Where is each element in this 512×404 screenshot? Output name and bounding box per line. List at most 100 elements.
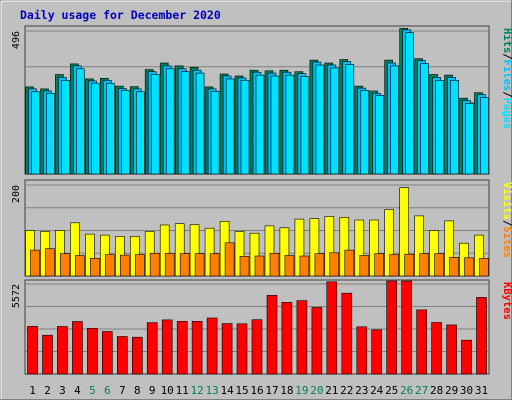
x-tick-11: 11	[176, 384, 189, 397]
bar-visits-12	[189, 224, 200, 277]
bar-pages-16	[255, 74, 265, 175]
y-max-label: 5572	[11, 284, 22, 308]
bar-sites-15	[239, 256, 250, 277]
x-tick-5: 5	[89, 384, 96, 397]
bar-kbytes-16	[251, 319, 263, 375]
bar-pages-1	[31, 91, 40, 175]
bar-sites-25	[389, 254, 400, 277]
bar-visits-22	[339, 217, 350, 277]
bar-sites-21	[329, 252, 340, 277]
bar-pages-23	[360, 90, 370, 175]
bar-visits-29	[444, 220, 454, 277]
bar-sites-6	[105, 254, 115, 277]
bar-pages-3	[61, 80, 70, 175]
bar-kbytes-20	[311, 307, 323, 375]
bar-pages-8	[136, 91, 145, 175]
panel-1: 496 Hits/Files/Pages	[11, 25, 512, 175]
bar-pages-19	[300, 76, 310, 175]
bar-kbytes-26	[401, 280, 413, 375]
x-tick-15: 15	[235, 384, 248, 397]
bar-pages-31	[480, 97, 489, 175]
bar-kbytes-7	[117, 336, 128, 375]
bar-kbytes-25	[386, 280, 398, 375]
bar-kbytes-1	[27, 326, 38, 375]
x-tick-24: 24	[370, 384, 384, 397]
x-tick-12: 12	[190, 384, 203, 397]
bar-pages-25	[390, 65, 400, 175]
bar-sites-4	[75, 255, 85, 277]
bar-visits-21	[324, 216, 335, 277]
bar-sites-31	[479, 257, 489, 277]
x-tick-30: 30	[460, 384, 473, 397]
legend-sites: Sites	[501, 226, 512, 258]
legend-separator: /	[501, 220, 512, 226]
chart-title: Daily usage for December 2020	[20, 8, 221, 22]
bar-kbytes-23	[356, 326, 368, 375]
x-tick-29: 29	[445, 384, 458, 397]
bar-visits-10	[159, 224, 170, 277]
bar-pages-26	[405, 32, 415, 175]
bar-kbytes-22	[341, 292, 353, 375]
bar-visits-4	[70, 222, 80, 277]
x-tick-labels: 1 2 3 4 5 6 7 8 9 10 11 12 13 14 15 16 17 18 19 20 21 22 23 24 2…	[29, 384, 488, 397]
legend-pages: Pages	[501, 98, 512, 130]
bar-visits-25	[384, 209, 395, 277]
x-tick-13: 13	[205, 384, 218, 397]
bar-visits-28	[429, 230, 439, 277]
x-tick-9: 9	[149, 384, 156, 397]
x-tick-4: 4	[74, 384, 81, 397]
bar-sites-24	[374, 253, 385, 277]
panel-legend: KBytes	[501, 282, 512, 320]
bar-kbytes-10	[161, 319, 173, 375]
bar-sites-10	[164, 253, 175, 277]
legend-kbytes: KBytes	[501, 282, 512, 320]
bar-sites-19	[299, 255, 310, 277]
bar-visits-24	[369, 219, 380, 277]
x-tick-7: 7	[119, 384, 126, 397]
bar-sites-28	[434, 253, 444, 277]
bar-kbytes-27	[416, 309, 427, 375]
bar-pages-20	[315, 64, 325, 175]
x-tick-28: 28	[430, 384, 443, 397]
x-tick-18: 18	[280, 384, 293, 397]
x-tick-17: 17	[265, 384, 278, 397]
legend-files: Files	[501, 60, 512, 92]
bar-sites-22	[344, 249, 355, 277]
bar-kbytes-6	[102, 331, 113, 375]
bar-kbytes-29	[446, 324, 457, 375]
x-tick-8: 8	[134, 384, 141, 397]
bar-kbytes-19	[296, 300, 308, 375]
bar-visits-19	[294, 218, 305, 277]
legend-separator: /	[501, 53, 512, 59]
bar-kbytes-11	[176, 320, 188, 375]
bar-sites-23	[359, 255, 370, 277]
bar-kbytes-3	[57, 326, 68, 375]
legend-hits: Hits	[501, 28, 512, 53]
bar-pages-5	[91, 82, 100, 175]
bar-kbytes-12	[191, 320, 203, 375]
bar-visits-26	[399, 187, 410, 277]
bar-visits-27	[414, 215, 424, 277]
bar-visits-15	[234, 231, 245, 277]
x-tick-23: 23	[355, 384, 368, 397]
x-tick-1: 1	[29, 384, 36, 397]
bar-sites-2	[45, 248, 55, 277]
bar-kbytes-31	[476, 297, 487, 375]
x-tick-6: 6	[104, 384, 111, 397]
bar-kbytes-4	[72, 321, 83, 375]
bar-kbytes-28	[431, 322, 442, 375]
bar-pages-14	[225, 78, 235, 175]
bar-sites-14	[224, 242, 235, 277]
x-tick-26: 26	[400, 384, 413, 397]
bar-pages-28	[435, 80, 444, 175]
x-tick-22: 22	[340, 384, 353, 397]
bar-pages-6	[106, 82, 115, 175]
bar-pages-13	[210, 91, 220, 175]
x-tick-27: 27	[415, 384, 428, 397]
bar-pages-29	[450, 80, 459, 175]
x-tick-10: 10	[161, 384, 174, 397]
bar-sites-18	[284, 255, 295, 277]
bar-visits-18	[279, 227, 290, 277]
bar-visits-20	[309, 218, 320, 277]
